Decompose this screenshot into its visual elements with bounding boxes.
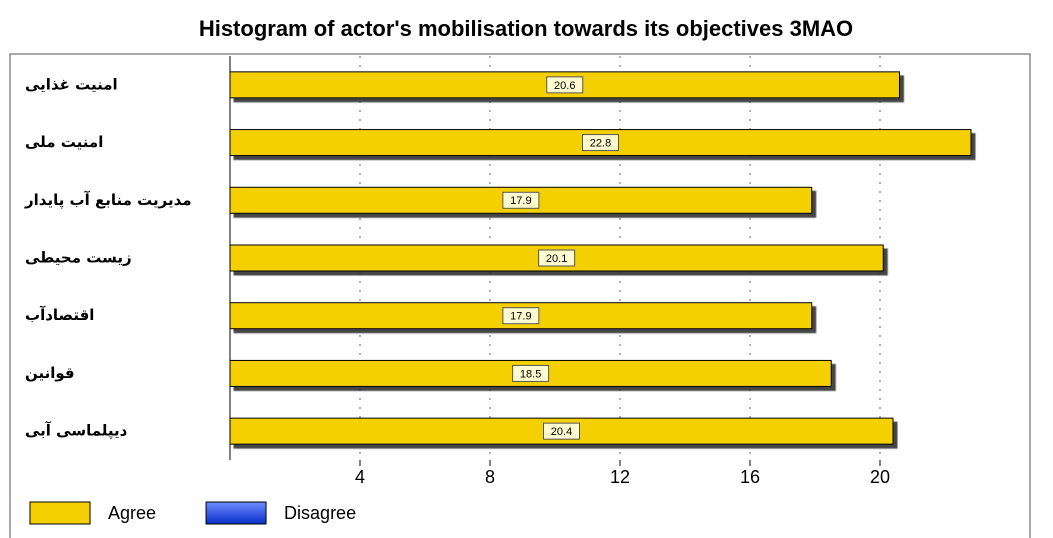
- chart-title: Histogram of actor's mobilisation toward…: [199, 16, 853, 41]
- x-tick-label: 4: [355, 467, 365, 487]
- frame: [9, 53, 1031, 538]
- value-label-bg: [502, 307, 540, 325]
- value-label-bg: [512, 364, 550, 382]
- value-label: 17.9: [510, 311, 531, 323]
- legend-swatch: [29, 501, 91, 525]
- value-label-bg: [543, 422, 580, 440]
- value-label: 20.1: [546, 253, 567, 265]
- category-label: قوانین: [25, 364, 75, 382]
- bar: [229, 186, 813, 214]
- category-label: امنیت ملی: [25, 133, 103, 151]
- legend-label: Disagree: [284, 503, 356, 523]
- category-label: امنیت غذایی: [25, 75, 118, 93]
- x-tick-label: 16: [740, 467, 760, 487]
- value-label: 20.6: [554, 80, 575, 92]
- bar: [229, 71, 900, 99]
- category-label: زیست محیطی: [25, 249, 132, 267]
- category-label: مدیریت منابع آب پایدار: [24, 191, 192, 210]
- value-label-bg: [538, 249, 576, 267]
- value-label: 22.8: [590, 137, 611, 149]
- value-label-bg: [546, 76, 584, 94]
- value-label-bg: [582, 134, 619, 152]
- legend-label: Agree: [108, 503, 156, 523]
- category-label: اقتصادآب: [25, 306, 94, 324]
- value-label: 17.9: [510, 195, 531, 207]
- bar: [229, 359, 832, 387]
- value-label: 18.5: [520, 368, 541, 380]
- x-tick-label: 8: [485, 467, 495, 487]
- category-label: دیپلماسی آبی: [25, 422, 128, 441]
- value-label: 20.4: [551, 426, 572, 438]
- legend-swatch: [205, 501, 267, 525]
- x-tick-label: 20: [870, 467, 890, 487]
- value-label-bg: [502, 191, 540, 209]
- x-tick-label: 12: [610, 467, 630, 487]
